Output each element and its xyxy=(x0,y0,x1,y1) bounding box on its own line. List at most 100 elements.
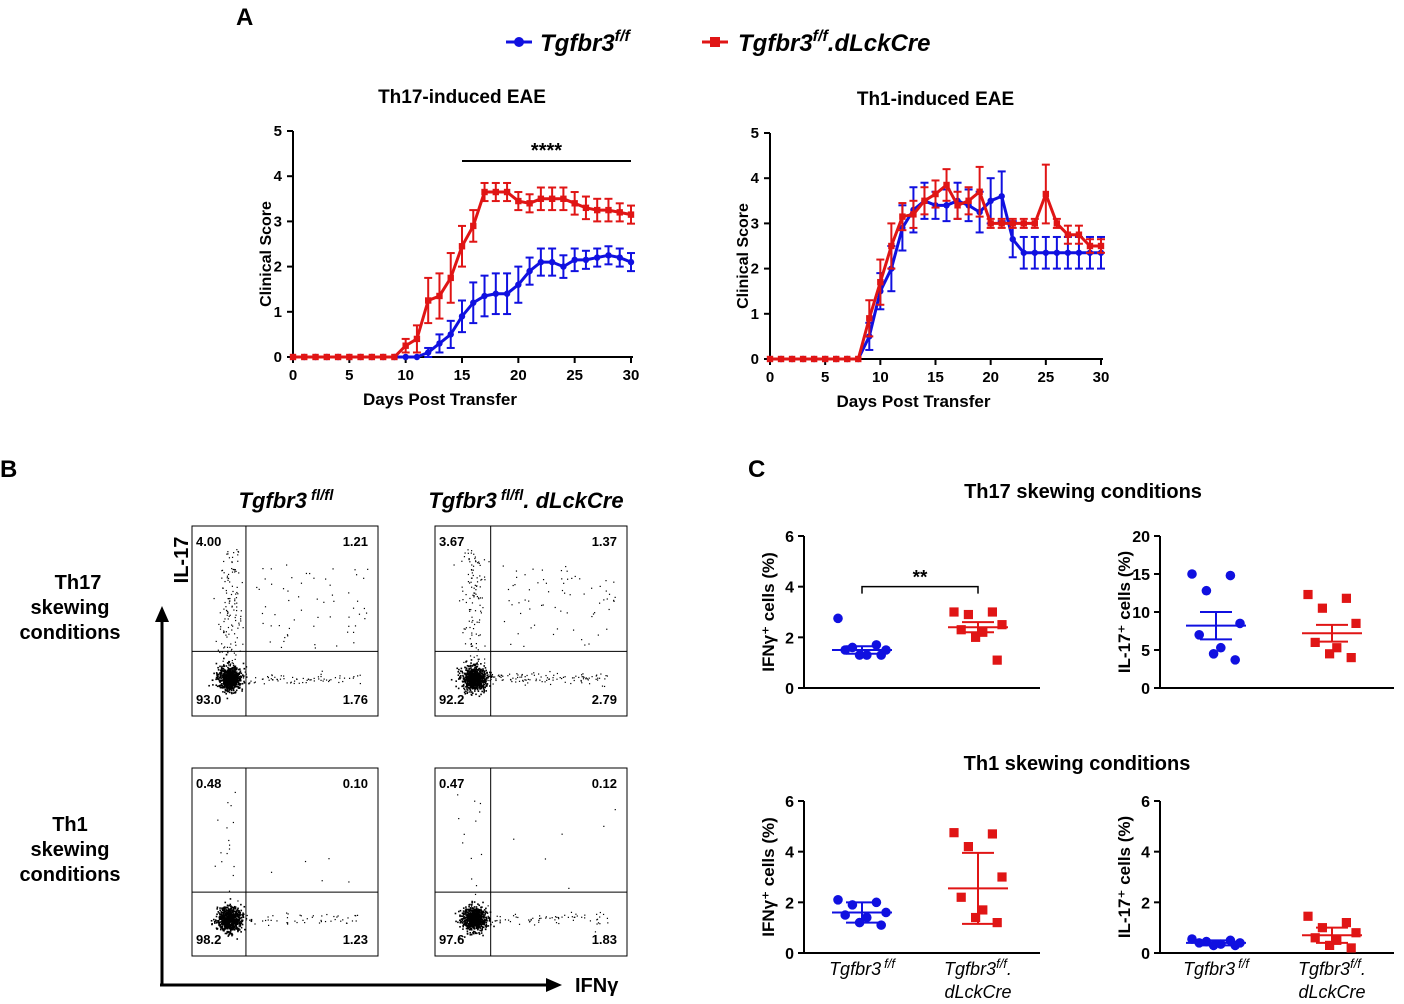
flow-dot xyxy=(528,919,530,921)
data-point xyxy=(582,256,590,264)
flow-dot xyxy=(286,917,289,919)
flow-dot xyxy=(224,932,227,935)
flow-dot xyxy=(470,923,473,926)
flow-dot xyxy=(468,926,471,929)
flow-dot xyxy=(472,619,474,622)
flow-dot xyxy=(234,600,236,602)
flow-dots xyxy=(454,794,616,940)
flow-dot xyxy=(235,619,237,622)
flow-dot xyxy=(234,665,237,668)
flow-dot xyxy=(538,673,540,675)
flow-dot xyxy=(235,570,237,572)
flow-dot xyxy=(300,915,302,917)
flow-dot xyxy=(471,925,474,927)
flow-dot xyxy=(234,598,236,600)
flow-dot xyxy=(229,674,231,677)
flow-dot xyxy=(222,673,224,676)
flow-dot xyxy=(475,560,477,562)
flow-dot xyxy=(500,674,502,676)
flow-dot xyxy=(458,817,460,820)
flow-dot xyxy=(230,911,232,913)
flow-dot xyxy=(480,910,483,912)
flow-dot xyxy=(464,681,467,684)
flow-dot xyxy=(293,682,295,685)
flow-dot xyxy=(528,589,531,591)
y-tick-label: 0 xyxy=(785,946,794,963)
flow-dot xyxy=(462,928,464,930)
flow-dot xyxy=(474,664,476,666)
flow-dot xyxy=(542,579,545,581)
flow-dot xyxy=(465,678,468,681)
flow-dot xyxy=(234,680,237,683)
flow-dot xyxy=(221,643,223,645)
data-point xyxy=(1332,935,1342,945)
flow-dot xyxy=(483,559,486,561)
flow-dot xyxy=(232,684,234,687)
flow-dot xyxy=(469,915,472,918)
flow-dot xyxy=(228,660,230,663)
flow-dot xyxy=(483,690,486,692)
flow-dot xyxy=(470,675,473,677)
flow-dot xyxy=(472,670,475,673)
flow-dot xyxy=(558,918,560,920)
flow-dot xyxy=(469,667,472,669)
flow-dot xyxy=(471,665,473,667)
group-labels-left: Tgfbr3 f/f Tgfbr3f/f. dLckCre xyxy=(829,956,1012,1002)
flow-dot xyxy=(302,919,304,921)
flow-dot xyxy=(473,623,476,626)
data-point xyxy=(833,895,843,905)
flow-dot xyxy=(471,917,474,920)
flow-dot xyxy=(219,674,222,676)
flow-dot xyxy=(474,893,477,896)
flow-dot xyxy=(471,911,474,913)
flow-dot xyxy=(483,677,485,680)
flow-dot xyxy=(457,678,460,680)
flow-dot xyxy=(484,914,486,916)
data-point xyxy=(862,912,872,923)
flow-dot xyxy=(220,926,223,929)
flow-dot xyxy=(482,675,484,678)
data-point xyxy=(1351,618,1361,628)
flow-dot xyxy=(288,627,290,630)
flow-col-header-ko: Tgfbr3 fl/fl. dLckCre xyxy=(428,487,623,513)
flow-dot xyxy=(231,682,233,685)
flow-dot xyxy=(594,612,596,614)
flow-dot xyxy=(466,908,468,911)
flow-dot xyxy=(238,916,240,919)
flow-dot xyxy=(480,693,482,696)
flow-dot xyxy=(286,564,288,566)
flow-dot xyxy=(484,686,487,689)
flow-dot xyxy=(237,927,240,930)
flow-dot xyxy=(216,906,219,909)
flow-dot xyxy=(225,665,228,667)
flow-dot xyxy=(484,918,486,921)
flow-dot xyxy=(243,682,246,684)
flow-dot xyxy=(242,913,245,916)
flow-dot xyxy=(230,682,233,684)
flow-dot xyxy=(467,552,469,554)
flow-dot xyxy=(225,676,228,679)
flow-dot xyxy=(240,610,242,612)
flow-dot xyxy=(474,684,477,687)
flow-dot xyxy=(475,910,477,913)
flow-dot xyxy=(470,577,473,579)
flow-dot xyxy=(241,919,243,921)
legend: Tgfbr3f/f Tgfbr3f/f.dLckCre xyxy=(506,28,930,57)
group-label-wt: Tgfbr3 f/f xyxy=(829,956,896,979)
flow-dot xyxy=(225,679,227,682)
flow-dot xyxy=(563,582,565,584)
flow-dot xyxy=(595,675,597,677)
y-tick-label: 1 xyxy=(751,306,759,323)
flow-dot xyxy=(507,588,510,591)
flow-dot xyxy=(480,663,482,665)
flow-dot xyxy=(502,675,504,677)
flow-dot xyxy=(228,679,230,682)
data-point xyxy=(571,256,578,264)
flow-dot xyxy=(474,667,476,669)
flow-dot xyxy=(465,601,467,604)
flow-dot xyxy=(518,680,521,682)
flow-dot xyxy=(470,857,472,860)
legend-entry-ko: Tgfbr3f/f.dLckCre xyxy=(702,28,930,57)
flow-dot xyxy=(324,920,327,923)
flow-dot xyxy=(237,560,239,562)
